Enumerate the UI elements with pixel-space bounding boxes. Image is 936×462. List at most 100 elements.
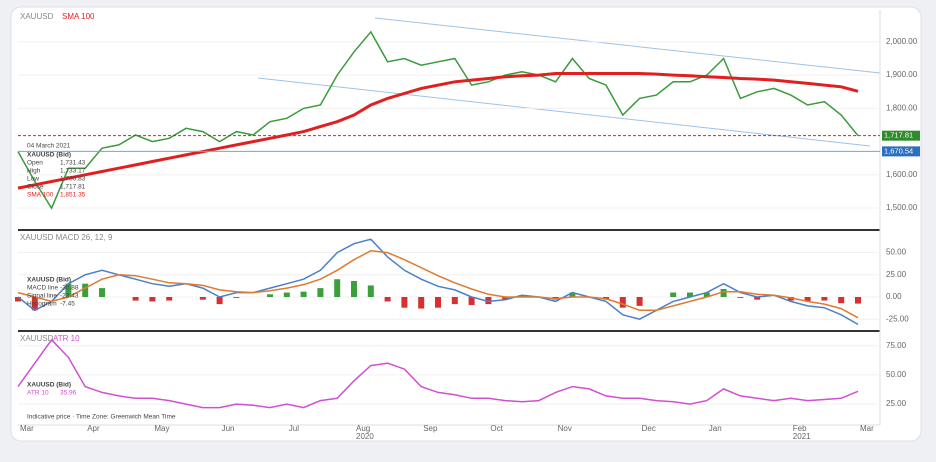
y-tick-label: 25.00 bbox=[886, 399, 907, 408]
histogram-bar bbox=[15, 297, 21, 302]
info-title: XAUUSD (Bid) bbox=[27, 152, 71, 159]
x-tick-label: Aug bbox=[356, 424, 370, 433]
price-tag-bg bbox=[882, 130, 920, 141]
histogram-bar bbox=[334, 279, 341, 297]
y-tick-label: 50.00 bbox=[886, 370, 907, 379]
info-value: 1,851.35 bbox=[60, 192, 86, 199]
series-line bbox=[17, 238, 859, 326]
level-tag-bg bbox=[882, 146, 920, 157]
histogram-bar bbox=[317, 288, 324, 297]
histogram-bar bbox=[804, 297, 811, 302]
x-tick-label: May bbox=[154, 424, 169, 433]
info-value: 1,700.83 bbox=[60, 176, 86, 183]
info-label: SMA 100 bbox=[27, 192, 54, 199]
histogram-bar bbox=[351, 281, 357, 297]
card bbox=[10, 6, 922, 442]
histogram-bar bbox=[65, 283, 72, 297]
y-tick-label: 75.00 bbox=[886, 341, 907, 350]
histogram-bar bbox=[267, 294, 273, 297]
histogram-bar bbox=[754, 297, 761, 300]
x-tick-label: Jan bbox=[709, 424, 722, 433]
info-title: XAUUSD (Bid) bbox=[27, 382, 71, 389]
histogram-bar bbox=[367, 285, 374, 297]
series-line bbox=[17, 250, 859, 319]
info-label: Low bbox=[27, 176, 39, 183]
y-tick-label: 1,900.00 bbox=[886, 70, 918, 79]
panel-header: XAUUSD bbox=[20, 12, 54, 21]
info-label: ATR 10 bbox=[27, 390, 49, 397]
info-label: Histogram bbox=[27, 301, 57, 308]
histogram-bar bbox=[31, 297, 38, 311]
info-label: High bbox=[27, 168, 41, 175]
info-value: -7.45 bbox=[60, 301, 75, 308]
histogram-bar bbox=[787, 297, 794, 301]
info-title: XAUUSD (Bid) bbox=[27, 277, 71, 284]
channel-lower bbox=[257, 77, 871, 147]
footnote: Indicative price · Time Zone: Greenwich … bbox=[27, 414, 176, 421]
x-tick-label: Jul bbox=[289, 424, 299, 433]
x-tick-label: Mar bbox=[860, 424, 874, 433]
info-label: Signal line bbox=[27, 293, 57, 300]
histogram-bar bbox=[401, 297, 408, 308]
info-date: 04 March 2021 bbox=[27, 143, 71, 150]
legend-entry: ATR 10 bbox=[53, 334, 80, 343]
histogram-bar bbox=[519, 295, 525, 297]
panel-header: XAUUSD bbox=[20, 334, 54, 343]
histogram-bar bbox=[435, 297, 441, 308]
histogram-bar bbox=[485, 297, 492, 305]
histogram-bar bbox=[821, 297, 828, 301]
histogram-bar bbox=[636, 297, 643, 306]
histogram-bar bbox=[233, 297, 240, 298]
y-tick-label: 2,000.00 bbox=[886, 37, 918, 46]
histogram-bar bbox=[132, 297, 139, 301]
y-tick-label: 25.00 bbox=[886, 270, 907, 279]
series-line bbox=[17, 72, 859, 190]
y-tick-label: 1,500.00 bbox=[886, 203, 918, 212]
histogram-bar bbox=[99, 288, 105, 297]
legend-entry: SMA 100 bbox=[62, 12, 95, 21]
channel-upper bbox=[374, 17, 881, 74]
histogram-bar bbox=[199, 297, 206, 300]
series-line bbox=[17, 30, 859, 210]
histogram-bar bbox=[569, 292, 576, 297]
histogram-bar bbox=[82, 283, 89, 297]
x-tick-label: Dec bbox=[642, 424, 656, 433]
info-label: Open bbox=[27, 160, 43, 167]
histogram-bar bbox=[149, 297, 156, 302]
histogram-bar bbox=[838, 297, 845, 304]
x-tick-label: Sep bbox=[423, 424, 438, 433]
info-label: Close bbox=[27, 184, 44, 191]
histogram-bar bbox=[283, 292, 290, 297]
histogram-bar bbox=[703, 292, 710, 297]
x-tick-label: Mar bbox=[20, 424, 34, 433]
histogram-bar bbox=[737, 297, 744, 298]
histogram-bar bbox=[720, 289, 727, 297]
y-tick-label: 0.00 bbox=[886, 292, 902, 301]
y-tick-label: 50.00 bbox=[886, 248, 907, 257]
histogram-bar bbox=[619, 297, 626, 308]
info-value: 35.96 bbox=[60, 390, 77, 397]
info-value: 1,731.43 bbox=[60, 160, 86, 167]
x-tick-label: Oct bbox=[490, 424, 503, 433]
x-tick-label: Apr bbox=[87, 424, 100, 433]
series-line bbox=[17, 338, 859, 409]
x-tick-label: Nov bbox=[558, 424, 572, 433]
histogram-bar bbox=[300, 291, 307, 297]
x-tick-label: Jun bbox=[222, 424, 235, 433]
info-label: MACD line bbox=[27, 285, 58, 292]
histogram-bar bbox=[468, 297, 475, 305]
year-label: 2020 bbox=[356, 432, 374, 441]
info-value: 1,717.81 bbox=[60, 184, 86, 191]
y-tick-label: 1,800.00 bbox=[886, 103, 918, 112]
x-tick-label: Feb bbox=[793, 424, 807, 433]
histogram-bar bbox=[418, 297, 425, 309]
histogram-bar bbox=[216, 297, 223, 305]
panel-header: XAUUSD MACD 26, 12, 9 bbox=[20, 233, 113, 242]
histogram-bar bbox=[166, 297, 173, 301]
histogram-bar bbox=[855, 297, 861, 304]
y-tick-label: -25.00 bbox=[886, 314, 909, 323]
histogram-bar bbox=[687, 292, 693, 297]
histogram-bar bbox=[670, 292, 677, 297]
level-tag: 1,670.54 bbox=[884, 146, 913, 155]
